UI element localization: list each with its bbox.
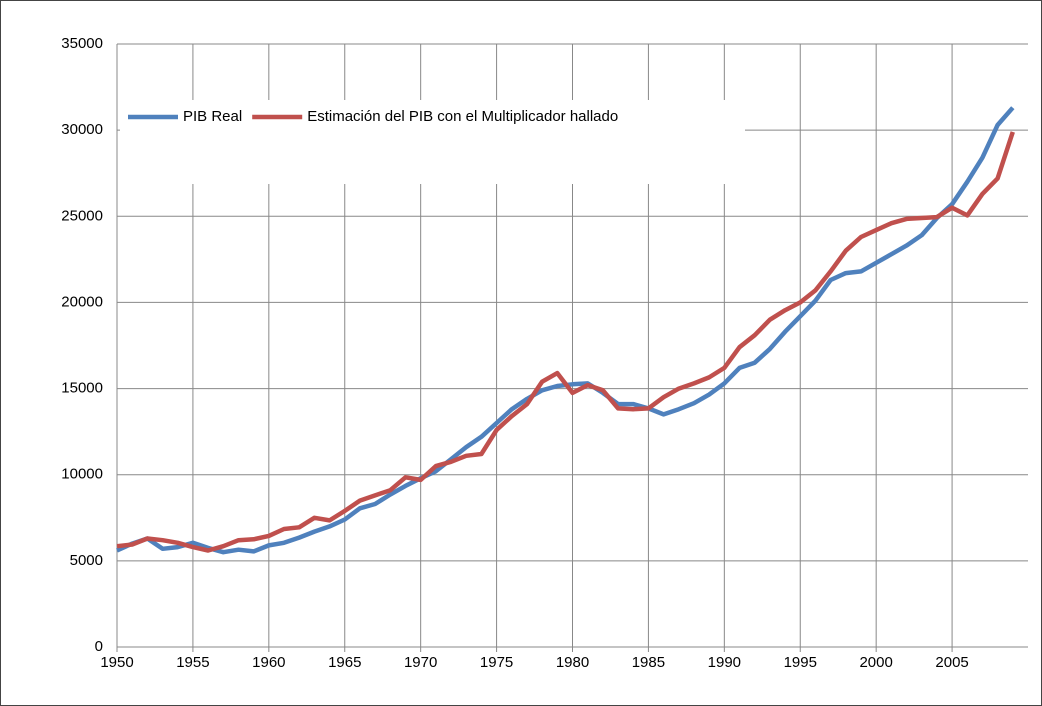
x-tick-label: 1960 (252, 654, 285, 671)
x-tick-label: 1980 (556, 654, 589, 671)
series-line (116, 131, 1015, 553)
y-tick-label: 25000 (61, 207, 103, 224)
x-tick-label: 2000 (859, 654, 892, 671)
x-tick-label: 1950 (100, 654, 133, 671)
y-tick-label: 15000 (61, 380, 103, 397)
legend-box (120, 100, 745, 184)
legend-label: PIB Real (183, 108, 242, 125)
x-tick-label: 1955 (176, 654, 209, 671)
y-tick-label: 10000 (61, 466, 103, 483)
x-tick-label: 1990 (708, 654, 741, 671)
x-tick-label: 1970 (404, 654, 437, 671)
x-tick-label: 2005 (935, 654, 968, 671)
y-tick-label: 30000 (61, 121, 103, 138)
legend-label: Estimación del PIB con el Multiplicador … (307, 108, 618, 125)
x-tick-label: 1975 (480, 654, 513, 671)
y-tick-label: 20000 (61, 293, 103, 310)
y-tick-label: 0 (95, 638, 103, 655)
y-tick-label: 5000 (70, 552, 103, 569)
x-tick-label: 1995 (784, 654, 817, 671)
x-tick-label: 1985 (632, 654, 665, 671)
y-tick-label: 35000 (61, 35, 103, 52)
x-tick-label: 1965 (328, 654, 361, 671)
